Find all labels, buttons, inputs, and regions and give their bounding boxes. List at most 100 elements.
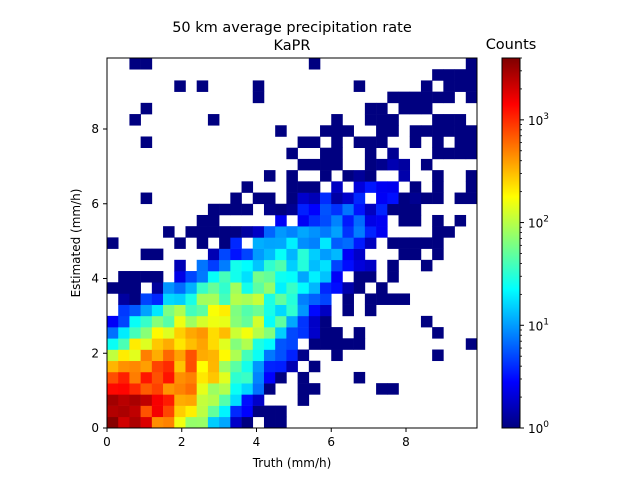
y-tick-label: 6 bbox=[91, 197, 99, 211]
heatmap-cell bbox=[387, 158, 399, 171]
heatmap-cell bbox=[185, 416, 197, 429]
heatmap-cell bbox=[241, 203, 254, 216]
x-axis: 0 2 4 6 8 bbox=[103, 428, 410, 449]
heatmap-cell bbox=[331, 282, 343, 294]
heatmap-cell bbox=[151, 315, 164, 328]
heatmap-cell bbox=[163, 304, 175, 317]
heatmap-cell bbox=[432, 91, 444, 104]
heatmap-cell bbox=[454, 214, 467, 227]
heatmap-cell bbox=[342, 125, 354, 137]
heatmap-cell bbox=[196, 293, 209, 305]
heatmap-cell bbox=[129, 383, 141, 395]
heatmap-cell bbox=[107, 338, 119, 350]
heatmap-cell bbox=[376, 226, 388, 238]
heatmap-cell bbox=[398, 102, 411, 115]
heatmap-cell bbox=[454, 125, 467, 137]
heatmap-cell bbox=[252, 91, 265, 104]
heatmap-cell bbox=[140, 360, 153, 373]
heatmap-cell bbox=[387, 293, 399, 305]
heatmap-cell bbox=[376, 192, 388, 205]
heatmap-cell bbox=[151, 338, 164, 350]
heatmap-cell bbox=[398, 158, 411, 171]
heatmap-cell bbox=[118, 383, 130, 395]
heatmap-cell bbox=[331, 192, 343, 205]
heatmap-cell bbox=[140, 394, 153, 406]
heatmap-cell bbox=[107, 237, 119, 249]
heatmap-cell bbox=[196, 237, 209, 249]
heatmap-cell bbox=[443, 226, 455, 238]
heatmap-cell bbox=[140, 327, 153, 339]
heatmap-cell bbox=[409, 248, 422, 261]
heatmap-cell bbox=[118, 349, 130, 362]
heatmap-cell bbox=[219, 248, 231, 261]
heatmap-cell bbox=[297, 282, 310, 294]
heatmap-cell bbox=[107, 405, 119, 418]
heatmap-cell bbox=[129, 293, 141, 305]
heatmap-cell bbox=[331, 271, 343, 283]
heatmap-cell bbox=[376, 203, 388, 216]
heatmap-cell bbox=[364, 214, 377, 227]
heatmap-cell bbox=[219, 293, 231, 305]
heatmap-cell bbox=[129, 315, 141, 328]
heatmap-cell bbox=[364, 114, 377, 126]
heatmap-cell bbox=[331, 147, 343, 160]
heatmap-cell bbox=[376, 102, 388, 115]
x-tick-label: 6 bbox=[327, 435, 335, 449]
heatmap-cell bbox=[163, 405, 175, 418]
y-axis: 0 2 4 6 8 bbox=[91, 122, 107, 435]
heatmap-cell bbox=[185, 271, 197, 283]
heatmap-cell bbox=[241, 226, 254, 238]
heatmap-cell bbox=[320, 248, 332, 261]
heatmap-cell bbox=[308, 203, 321, 216]
heatmap-cell bbox=[185, 293, 197, 305]
heatmap-cell bbox=[364, 136, 377, 148]
heatmap-cell bbox=[230, 371, 242, 384]
heatmap-cell bbox=[207, 304, 220, 317]
heatmap-cell bbox=[308, 214, 321, 227]
heatmap-cell bbox=[297, 304, 310, 317]
heatmap-cell bbox=[387, 237, 399, 249]
heatmap-cell bbox=[420, 80, 433, 92]
heatmap-cell bbox=[465, 91, 478, 104]
heatmap-cell bbox=[151, 248, 164, 261]
heatmap-cell bbox=[207, 282, 220, 294]
heatmap-cell bbox=[387, 192, 399, 205]
heatmap-cell bbox=[409, 136, 422, 148]
heatmap-cell bbox=[230, 416, 242, 429]
heatmap-cell bbox=[219, 315, 231, 328]
heatmap-cell bbox=[387, 125, 399, 137]
heatmap-cell bbox=[275, 125, 287, 137]
heatmap-cell bbox=[364, 271, 377, 283]
colorbar-label: Counts bbox=[486, 37, 537, 53]
heatmap-cell bbox=[409, 214, 422, 227]
heatmap-cell bbox=[263, 271, 276, 283]
heatmap-cell bbox=[409, 91, 422, 104]
heatmap-cell bbox=[252, 327, 265, 339]
heatmap-cell bbox=[432, 349, 444, 362]
heatmap-cell bbox=[263, 405, 276, 418]
heatmap-cell bbox=[196, 327, 209, 339]
heatmap-cell bbox=[443, 147, 455, 160]
heatmap-cell bbox=[140, 271, 153, 283]
heatmap-cell bbox=[320, 147, 332, 160]
heatmap-cell bbox=[252, 293, 265, 305]
heatmap-cell bbox=[263, 327, 276, 339]
heatmap-cell bbox=[196, 282, 209, 294]
heatmap-cell bbox=[207, 360, 220, 373]
heatmap-cell bbox=[387, 91, 399, 104]
heatmap-cell bbox=[308, 360, 321, 373]
heatmap-cell bbox=[140, 338, 153, 350]
y-tick-label: 4 bbox=[91, 272, 99, 286]
heatmap-cell bbox=[129, 282, 141, 294]
heatmap-cell bbox=[207, 349, 220, 362]
heatmap-cell bbox=[151, 327, 164, 339]
heatmap-cell bbox=[252, 338, 265, 350]
heatmap-cell bbox=[174, 394, 186, 406]
heatmap-cell bbox=[465, 80, 478, 92]
heatmap-cell bbox=[420, 315, 433, 328]
heatmap-cell bbox=[219, 203, 231, 216]
colorbar-tick-label: 100 bbox=[528, 420, 549, 436]
heatmap-cell bbox=[465, 338, 478, 350]
heatmap-cell bbox=[353, 203, 366, 216]
